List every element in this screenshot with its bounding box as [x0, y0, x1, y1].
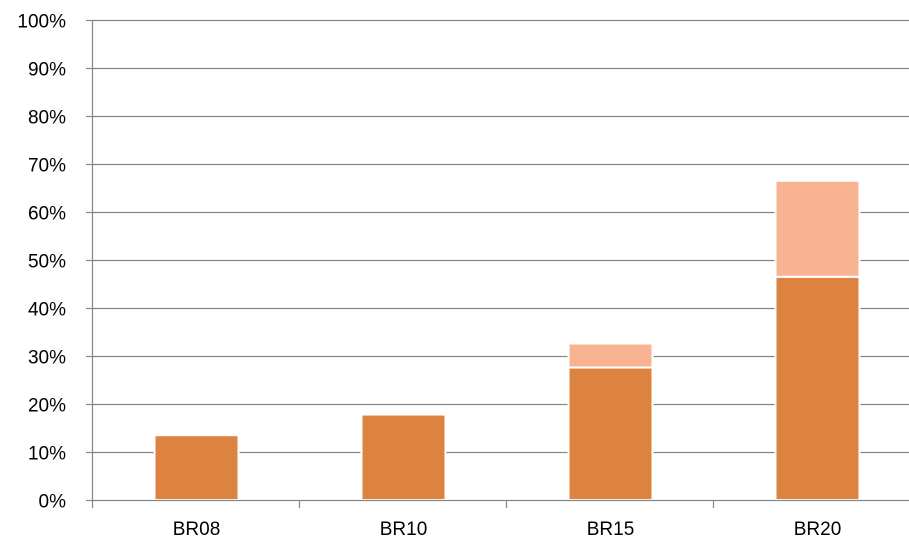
y-tick-label: 10%: [28, 444, 66, 465]
x-tick-label: BR15: [587, 519, 635, 540]
y-tick-label: 100%: [17, 12, 66, 33]
bar-segment: [567, 366, 654, 501]
y-tick-label: 70%: [28, 156, 66, 177]
bar-segment: [153, 434, 240, 502]
y-tick-label: 30%: [28, 348, 66, 369]
axes: [86, 19, 909, 508]
x-tick-label: BR08: [173, 519, 221, 540]
y-tick-label: 60%: [28, 204, 66, 225]
bar-segment: [774, 275, 861, 501]
x-tick-label: BR20: [794, 519, 842, 540]
bar-segment: [567, 342, 654, 369]
bar-segment: [774, 179, 861, 278]
y-tick-label: 40%: [28, 300, 66, 321]
y-tick-label: 90%: [28, 60, 66, 81]
y-tick-label: 80%: [28, 108, 66, 129]
bar-segment: [360, 413, 447, 501]
gridlines: [92, 19, 909, 454]
y-tick-label: 20%: [28, 396, 66, 417]
y-tick-label: 50%: [28, 252, 66, 273]
x-tick-label: BR10: [380, 519, 428, 540]
y-tick-label: 0%: [39, 492, 67, 513]
tick-labels: 0% 10% 20% 30% 40% 50% 60% 70% 80% 90% 100% BR08 BR1…: [17, 12, 841, 541]
